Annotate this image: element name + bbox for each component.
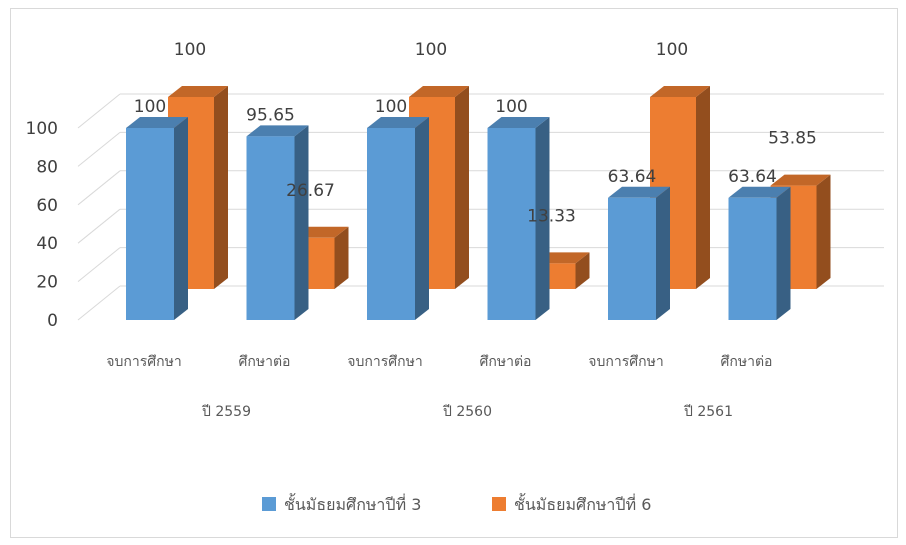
bar-front xyxy=(246,136,295,320)
bar-side xyxy=(816,174,831,289)
bar-top xyxy=(246,125,309,137)
bar-top xyxy=(728,186,791,198)
bar-front xyxy=(367,128,415,320)
bars xyxy=(126,86,831,321)
data-label-series-1: 63.64 xyxy=(608,167,657,187)
y-tick-label: 100 xyxy=(26,119,58,139)
bar-front xyxy=(728,197,777,320)
bar-side xyxy=(334,226,349,289)
bar-front xyxy=(608,197,656,320)
y-tick-label: 0 xyxy=(47,311,58,331)
data-label-series-2: 100 xyxy=(174,40,206,60)
x-group-label: ปี 2560 xyxy=(443,404,492,420)
data-label-series-2: 100 xyxy=(656,40,688,60)
data-labels: 100 100 26.67 95.65 100 100 13.33 100 100 63.64 53… xyxy=(134,40,817,226)
bar-series-1 xyxy=(246,125,309,321)
bar-side xyxy=(174,117,188,320)
bar-front xyxy=(126,128,174,320)
data-label-series-2: 100 xyxy=(415,40,447,60)
bar-side xyxy=(214,86,228,289)
data-label-series-1: 100 xyxy=(495,97,527,117)
x-group-label: ปี 2561 xyxy=(684,404,733,420)
y-tick-label: 40 xyxy=(36,234,58,254)
data-label-series-2: 13.33 xyxy=(527,206,576,226)
bar-front xyxy=(487,128,536,320)
data-label-series-1: 95.65 xyxy=(246,105,295,125)
legend-label: ชั้นมัธยมศึกษาปีที่ 6 xyxy=(514,493,651,514)
y-tick-label: 80 xyxy=(36,157,58,177)
bar-side xyxy=(455,86,469,289)
bar-top xyxy=(487,117,550,128)
legend: ชั้นมัธยมศึกษาปีที่ 3 ชั้นมัธยมศึกษาปีที่… xyxy=(262,493,651,514)
bar-top xyxy=(126,117,188,128)
y-tick-label: 20 xyxy=(36,273,58,293)
bar-side xyxy=(696,86,710,289)
bar-side xyxy=(415,117,429,320)
bar-series-1 xyxy=(608,186,670,320)
legend-swatch xyxy=(492,497,506,511)
x-category-label: ศึกษาต่อ xyxy=(721,354,773,370)
bar-side xyxy=(294,125,309,321)
gridline-side xyxy=(77,132,121,167)
y-tick-label: 60 xyxy=(36,196,58,216)
gridline-side xyxy=(77,247,121,282)
legend-label: ชั้นมัธยมศึกษาปีที่ 3 xyxy=(284,493,421,514)
x-category-label: จบการศึกษา xyxy=(588,354,663,370)
x-category-label: ศึกษาต่อ xyxy=(480,354,532,370)
gridline-side xyxy=(77,208,121,244)
data-label-series-2: 53.85 xyxy=(768,129,817,149)
x-category-label: จบการศึกษา xyxy=(106,354,181,370)
bar-series-1 xyxy=(728,186,791,320)
data-label-series-2: 26.67 xyxy=(286,181,335,201)
legend-swatch xyxy=(262,497,276,511)
bar-side xyxy=(656,186,670,320)
x-category-label: จบการศึกษา xyxy=(347,354,422,370)
bar-series-1 xyxy=(126,117,188,320)
x-group-label: ปี 2559 xyxy=(202,404,251,420)
bar-series-1 xyxy=(367,117,429,320)
data-label-series-1: 100 xyxy=(375,97,407,117)
gridline-side xyxy=(77,93,121,129)
bar-side xyxy=(776,186,791,320)
bar-top xyxy=(409,86,469,97)
chart-frame xyxy=(10,8,898,538)
bar-side xyxy=(535,117,550,320)
gridline-side xyxy=(77,170,121,206)
x-category-label: ศึกษาต่อ xyxy=(239,354,291,370)
data-label-series-1: 63.64 xyxy=(728,167,777,187)
y-axis: 0 20 40 60 80 100 xyxy=(26,119,58,331)
bar-top xyxy=(168,86,228,97)
bar-side xyxy=(575,252,590,289)
bar-top xyxy=(367,117,429,128)
bar-series-1 xyxy=(487,117,550,320)
bar-top xyxy=(770,174,831,186)
bar-top xyxy=(608,186,670,198)
x-axis: จบการศึกษา ศึกษาต่อ จบการศึกษา ศึกษาต่อ จบกา… xyxy=(106,354,772,420)
data-label-series-1: 100 xyxy=(134,97,166,117)
bar-top xyxy=(650,86,710,97)
gridline-side xyxy=(77,285,121,321)
